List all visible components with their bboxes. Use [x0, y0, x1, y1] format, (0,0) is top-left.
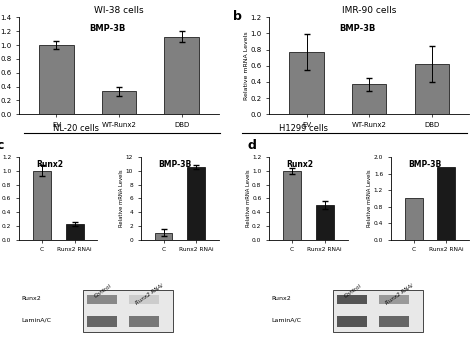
Text: b: b	[233, 10, 242, 22]
Bar	[155, 233, 173, 239]
Text: Runx2 RNAi: Runx2 RNAi	[134, 283, 164, 306]
Title: WI-38 cells: WI-38 cells	[94, 6, 144, 15]
Bar	[102, 91, 136, 114]
Text: c: c	[0, 139, 4, 152]
Text: BMP-3B: BMP-3B	[408, 160, 441, 169]
Bar	[405, 198, 423, 239]
Bar	[83, 290, 173, 333]
Bar	[87, 316, 117, 327]
Text: LaminA/C: LaminA/C	[21, 317, 51, 322]
Bar	[187, 167, 205, 239]
Bar	[352, 84, 386, 114]
Text: Runx2: Runx2	[21, 296, 41, 301]
Bar	[438, 167, 456, 239]
Text: Control: Control	[344, 283, 363, 298]
Text: Control: Control	[93, 283, 113, 298]
Y-axis label: Relative mRNA Levels: Relative mRNA Levels	[246, 170, 251, 227]
Bar	[164, 37, 199, 114]
Bar	[333, 290, 423, 333]
Y-axis label: Relative mRNA Levels: Relative mRNA Levels	[244, 31, 249, 100]
Bar	[337, 316, 367, 327]
Text: LaminA/C: LaminA/C	[271, 317, 301, 322]
Y-axis label: Relative mRNA Levels: Relative mRNA Levels	[367, 170, 373, 227]
Text: Runx2 RNAi: Runx2 RNAi	[384, 283, 414, 306]
Bar	[337, 295, 367, 303]
Bar	[415, 64, 449, 114]
Text: d: d	[247, 139, 256, 152]
Bar	[283, 171, 301, 239]
Bar	[65, 225, 83, 239]
Bar	[379, 295, 409, 303]
Text: BMP-3B: BMP-3B	[89, 24, 126, 33]
Bar	[39, 45, 73, 114]
Bar	[33, 171, 51, 239]
Text: Runx2: Runx2	[271, 296, 291, 301]
Bar	[129, 295, 159, 303]
Text: BMP-3B: BMP-3B	[158, 160, 191, 169]
Bar	[316, 205, 334, 239]
Bar	[129, 316, 159, 327]
Text: NL-20 cells: NL-20 cells	[53, 124, 99, 133]
Text: H1299 cells: H1299 cells	[279, 124, 328, 133]
Text: Runx2: Runx2	[286, 160, 313, 169]
Bar	[290, 52, 324, 114]
Text: Runx2: Runx2	[36, 160, 63, 169]
Title: IMR-90 cells: IMR-90 cells	[342, 6, 396, 15]
Y-axis label: Relative mRNA Levels: Relative mRNA Levels	[119, 170, 124, 227]
Bar	[87, 295, 117, 303]
Text: BMP-3B: BMP-3B	[339, 24, 375, 33]
Bar	[379, 316, 409, 327]
